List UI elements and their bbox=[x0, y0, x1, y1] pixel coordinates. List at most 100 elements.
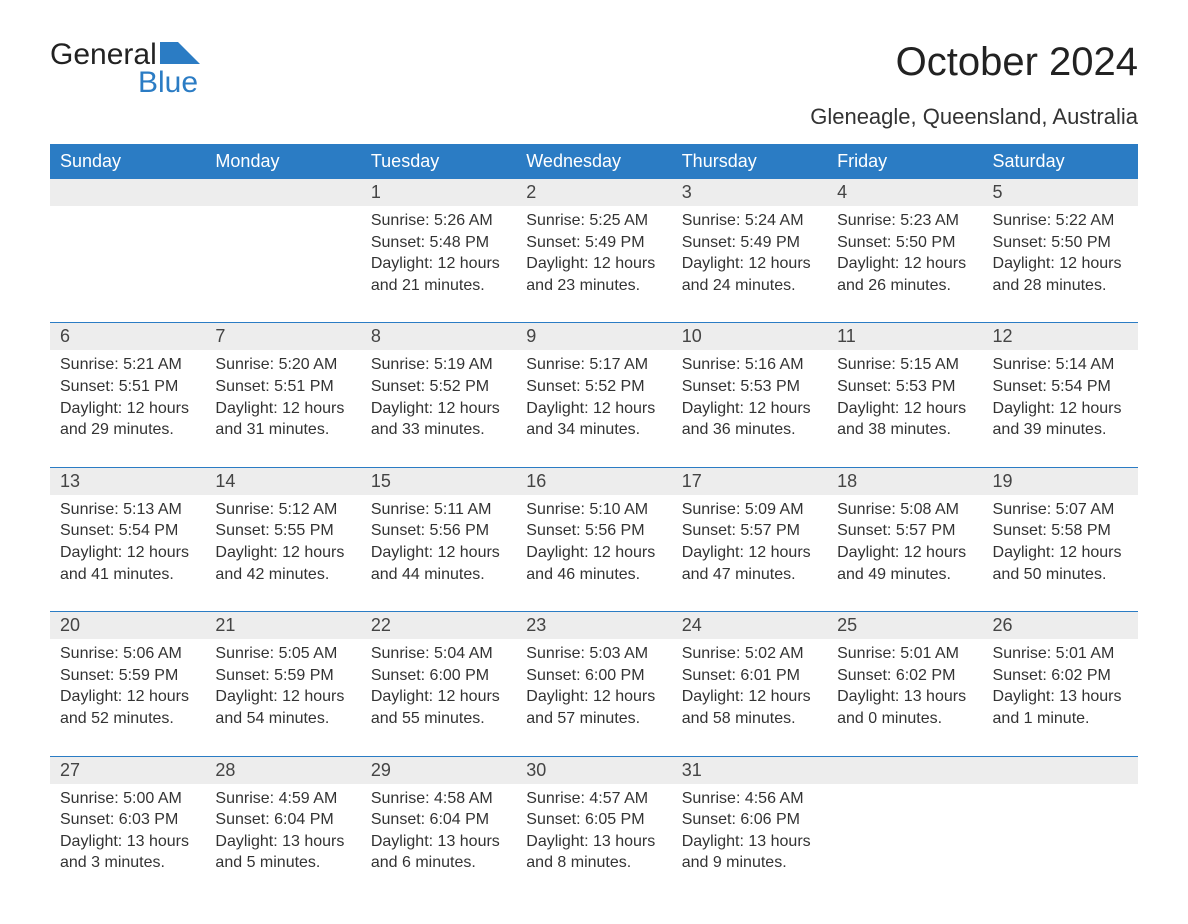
sunset-line: Sunset: 6:05 PM bbox=[526, 809, 661, 831]
sunset-line: Sunset: 5:50 PM bbox=[993, 232, 1128, 254]
sunrise-line: Sunrise: 5:10 AM bbox=[526, 499, 661, 521]
flag-icon bbox=[160, 42, 200, 64]
sunset-line: Sunset: 5:51 PM bbox=[215, 376, 350, 398]
day-detail-cell: Sunrise: 5:25 AMSunset: 5:49 PMDaylight:… bbox=[516, 206, 671, 323]
day-number-cell: 16 bbox=[516, 467, 671, 495]
day-number-cell: 5 bbox=[983, 179, 1138, 206]
sunrise-line: Sunrise: 5:22 AM bbox=[993, 210, 1128, 232]
day-number-cell: 14 bbox=[205, 467, 360, 495]
sunset-line: Sunset: 6:02 PM bbox=[993, 665, 1128, 687]
detail-row: Sunrise: 5:00 AMSunset: 6:03 PMDaylight:… bbox=[50, 784, 1138, 884]
weekday-header-row: SundayMondayTuesdayWednesdayThursdayFrid… bbox=[50, 144, 1138, 179]
sunrise-line: Sunrise: 5:06 AM bbox=[60, 643, 195, 665]
day-detail-cell: Sunrise: 5:08 AMSunset: 5:57 PMDaylight:… bbox=[827, 495, 982, 612]
daylight-line: Daylight: 12 hours and 38 minutes. bbox=[837, 398, 972, 441]
daynum-row: 12345 bbox=[50, 179, 1138, 206]
sunset-line: Sunset: 5:57 PM bbox=[682, 520, 817, 542]
sunset-line: Sunset: 5:48 PM bbox=[371, 232, 506, 254]
weekday-header: Saturday bbox=[983, 144, 1138, 179]
page-title: October 2024 bbox=[896, 40, 1138, 85]
sunrise-line: Sunrise: 5:20 AM bbox=[215, 354, 350, 376]
detail-row: Sunrise: 5:13 AMSunset: 5:54 PMDaylight:… bbox=[50, 495, 1138, 612]
day-detail-cell: Sunrise: 5:21 AMSunset: 5:51 PMDaylight:… bbox=[50, 350, 205, 467]
day-detail-cell: Sunrise: 5:06 AMSunset: 5:59 PMDaylight:… bbox=[50, 639, 205, 756]
daylight-line: Daylight: 12 hours and 50 minutes. bbox=[993, 542, 1128, 585]
daylight-line: Daylight: 12 hours and 39 minutes. bbox=[993, 398, 1128, 441]
daylight-line: Daylight: 13 hours and 3 minutes. bbox=[60, 831, 195, 874]
daylight-line: Daylight: 12 hours and 54 minutes. bbox=[215, 686, 350, 729]
day-number-cell: 17 bbox=[672, 467, 827, 495]
day-number-cell: 15 bbox=[361, 467, 516, 495]
sunrise-line: Sunrise: 5:24 AM bbox=[682, 210, 817, 232]
day-number-cell: 25 bbox=[827, 612, 982, 640]
daylight-line: Daylight: 12 hours and 46 minutes. bbox=[526, 542, 661, 585]
daylight-line: Daylight: 13 hours and 8 minutes. bbox=[526, 831, 661, 874]
day-number-cell: 30 bbox=[516, 756, 671, 784]
sunrise-line: Sunrise: 5:16 AM bbox=[682, 354, 817, 376]
weekday-header: Tuesday bbox=[361, 144, 516, 179]
sunset-line: Sunset: 5:57 PM bbox=[837, 520, 972, 542]
day-number-cell: 9 bbox=[516, 323, 671, 351]
sunset-line: Sunset: 5:56 PM bbox=[526, 520, 661, 542]
day-number-cell: 24 bbox=[672, 612, 827, 640]
day-detail-cell: Sunrise: 5:07 AMSunset: 5:58 PMDaylight:… bbox=[983, 495, 1138, 612]
day-number-cell: 22 bbox=[361, 612, 516, 640]
sunset-line: Sunset: 5:55 PM bbox=[215, 520, 350, 542]
day-detail-cell: Sunrise: 5:11 AMSunset: 5:56 PMDaylight:… bbox=[361, 495, 516, 612]
day-detail-cell: Sunrise: 5:16 AMSunset: 5:53 PMDaylight:… bbox=[672, 350, 827, 467]
day-detail-cell bbox=[827, 784, 982, 884]
daylight-line: Daylight: 12 hours and 52 minutes. bbox=[60, 686, 195, 729]
day-detail-cell: Sunrise: 5:09 AMSunset: 5:57 PMDaylight:… bbox=[672, 495, 827, 612]
daylight-line: Daylight: 12 hours and 26 minutes. bbox=[837, 253, 972, 296]
day-detail-cell: Sunrise: 5:05 AMSunset: 5:59 PMDaylight:… bbox=[205, 639, 360, 756]
day-number-cell: 12 bbox=[983, 323, 1138, 351]
sunrise-line: Sunrise: 5:09 AM bbox=[682, 499, 817, 521]
day-number-cell: 21 bbox=[205, 612, 360, 640]
day-detail-cell: Sunrise: 5:14 AMSunset: 5:54 PMDaylight:… bbox=[983, 350, 1138, 467]
day-detail-cell: Sunrise: 5:00 AMSunset: 6:03 PMDaylight:… bbox=[50, 784, 205, 884]
day-detail-cell: Sunrise: 5:26 AMSunset: 5:48 PMDaylight:… bbox=[361, 206, 516, 323]
sunset-line: Sunset: 6:03 PM bbox=[60, 809, 195, 831]
day-detail-cell: Sunrise: 5:13 AMSunset: 5:54 PMDaylight:… bbox=[50, 495, 205, 612]
sunset-line: Sunset: 5:54 PM bbox=[60, 520, 195, 542]
sunrise-line: Sunrise: 5:01 AM bbox=[837, 643, 972, 665]
day-detail-cell: Sunrise: 5:15 AMSunset: 5:53 PMDaylight:… bbox=[827, 350, 982, 467]
daylight-line: Daylight: 12 hours and 24 minutes. bbox=[682, 253, 817, 296]
sunrise-line: Sunrise: 5:14 AM bbox=[993, 354, 1128, 376]
day-number-cell: 19 bbox=[983, 467, 1138, 495]
day-number-cell: 13 bbox=[50, 467, 205, 495]
logo: General Blue bbox=[50, 40, 200, 98]
sunrise-line: Sunrise: 4:59 AM bbox=[215, 788, 350, 810]
sunset-line: Sunset: 5:51 PM bbox=[60, 376, 195, 398]
sunrise-line: Sunrise: 5:23 AM bbox=[837, 210, 972, 232]
sunrise-line: Sunrise: 4:57 AM bbox=[526, 788, 661, 810]
detail-row: Sunrise: 5:21 AMSunset: 5:51 PMDaylight:… bbox=[50, 350, 1138, 467]
sunset-line: Sunset: 5:54 PM bbox=[993, 376, 1128, 398]
day-detail-cell: Sunrise: 5:19 AMSunset: 5:52 PMDaylight:… bbox=[361, 350, 516, 467]
day-detail-cell: Sunrise: 5:01 AMSunset: 6:02 PMDaylight:… bbox=[983, 639, 1138, 756]
sunset-line: Sunset: 5:52 PM bbox=[526, 376, 661, 398]
day-detail-cell: Sunrise: 5:22 AMSunset: 5:50 PMDaylight:… bbox=[983, 206, 1138, 323]
day-number-cell: 4 bbox=[827, 179, 982, 206]
weekday-header: Sunday bbox=[50, 144, 205, 179]
header: General Blue October 2024 bbox=[50, 40, 1138, 98]
sunrise-line: Sunrise: 5:19 AM bbox=[371, 354, 506, 376]
daylight-line: Daylight: 12 hours and 21 minutes. bbox=[371, 253, 506, 296]
day-number-cell: 28 bbox=[205, 756, 360, 784]
daylight-line: Daylight: 13 hours and 9 minutes. bbox=[682, 831, 817, 874]
day-number-cell bbox=[983, 756, 1138, 784]
sunset-line: Sunset: 6:02 PM bbox=[837, 665, 972, 687]
sunset-line: Sunset: 5:56 PM bbox=[371, 520, 506, 542]
daynum-row: 6789101112 bbox=[50, 323, 1138, 351]
daylight-line: Daylight: 13 hours and 0 minutes. bbox=[837, 686, 972, 729]
sunrise-line: Sunrise: 5:02 AM bbox=[682, 643, 817, 665]
day-number-cell bbox=[827, 756, 982, 784]
day-detail-cell: Sunrise: 4:57 AMSunset: 6:05 PMDaylight:… bbox=[516, 784, 671, 884]
sunrise-line: Sunrise: 5:04 AM bbox=[371, 643, 506, 665]
day-number-cell bbox=[50, 179, 205, 206]
daylight-line: Daylight: 12 hours and 31 minutes. bbox=[215, 398, 350, 441]
day-number-cell: 27 bbox=[50, 756, 205, 784]
sunset-line: Sunset: 6:00 PM bbox=[526, 665, 661, 687]
sunrise-line: Sunrise: 5:26 AM bbox=[371, 210, 506, 232]
sunset-line: Sunset: 5:53 PM bbox=[837, 376, 972, 398]
